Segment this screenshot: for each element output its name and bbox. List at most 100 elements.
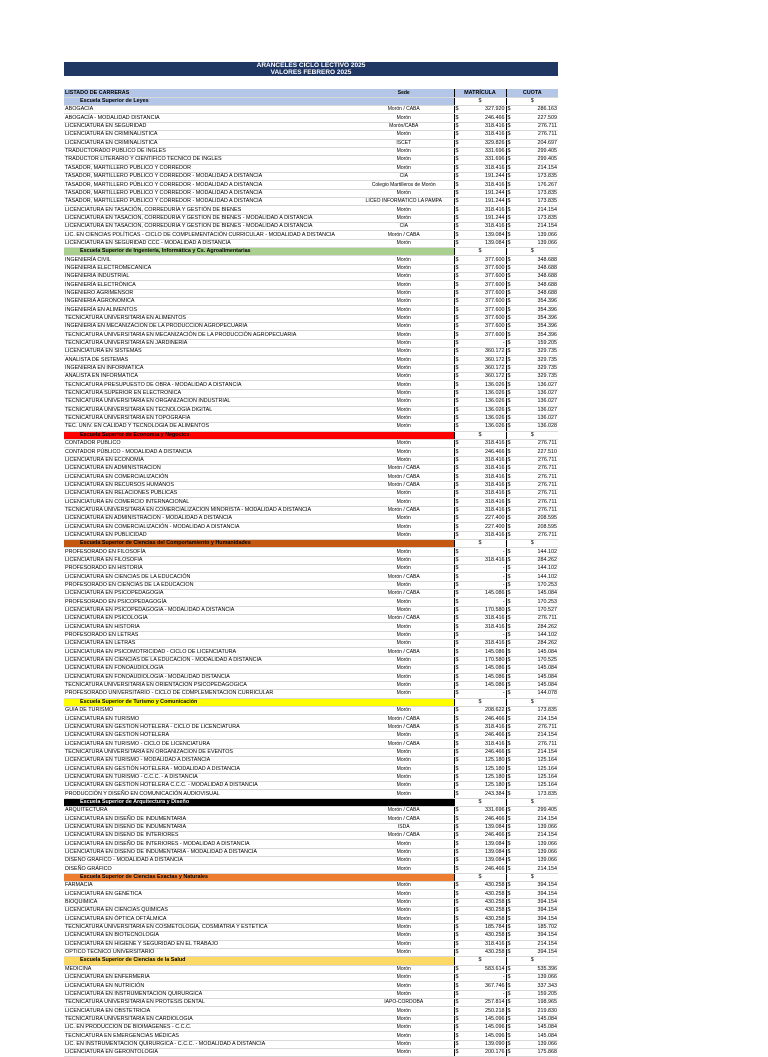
currency-symbol: $ xyxy=(455,657,459,664)
career-name: INGENIERO AGRIMENSOR xyxy=(64,289,354,299)
career-name: LICENCIATURA EN TURISMO - CICLO DE LICEN… xyxy=(64,739,354,749)
career-row: LICENCIATURA EN DISEÑO DE INDUMENTARIA Mo… xyxy=(64,814,558,824)
matricula-amount: $318.416 xyxy=(453,464,506,474)
section-cuota-cell: $ xyxy=(505,539,558,549)
cuota-amount-value: 159.205 xyxy=(537,990,558,997)
cuota-amount-content: $136.028 xyxy=(508,423,558,430)
school-section-title: Escuela Superior de Turismo y Comunicaci… xyxy=(64,698,454,707)
cuota-amount-value: 219.830 xyxy=(537,1007,558,1014)
career-row: LICENCIATURA EN LETRAS Morón $318.416 $284.… xyxy=(64,639,558,649)
matricula-amount-value: 145.096 xyxy=(485,1015,505,1022)
matricula-amount-content: $318.416 xyxy=(456,223,505,230)
matricula-amount-value: 329.826 xyxy=(485,139,505,146)
matricula-amount-content: $331.696 xyxy=(456,148,505,155)
currency-symbol: $ xyxy=(455,1024,459,1031)
career-sede: Morón / CABA xyxy=(354,614,454,624)
career-row: LIC. EN PRODUCCIÓN DE BIOIMÁGENES - C.C.… xyxy=(64,1023,558,1033)
career-row: LICENCIATURA EN TURISMO - C.C.C. - A DIS… xyxy=(64,773,558,783)
career-name: TASADOR, MARTILLERO PÚBLICO Y CORREDOR -… xyxy=(64,197,354,207)
matricula-amount-value: 360.172 xyxy=(485,348,505,355)
matricula-amount: $145.086 xyxy=(453,681,506,691)
career-sede: Morón xyxy=(354,447,454,457)
cuota-amount-content: $208.595 xyxy=(508,515,558,522)
cuota-amount-content: $276.711 xyxy=(508,131,558,138)
currency-symbol: $ xyxy=(507,790,511,797)
matricula-amount-content: $377.600 xyxy=(456,265,505,272)
currency-symbol: $ xyxy=(455,840,459,847)
cuota-amount-value: 276.711 xyxy=(537,723,557,730)
currency-symbol: $ xyxy=(455,865,459,872)
career-name: LICENCIATURA EN PSICOPEDAGOGÍA xyxy=(64,589,354,599)
currency-symbol: $ xyxy=(507,715,511,722)
currency-symbol: $ xyxy=(507,198,511,205)
currency-symbol: $ xyxy=(455,773,459,780)
table-body: Escuela Superior de Leyes $ $ ABOGACÍA Morón… xyxy=(64,97,558,1057)
matricula-amount-value: 430.258 xyxy=(485,882,505,889)
cuota-amount-value: 214.154 xyxy=(537,715,558,722)
cuota-amount-content: $276.711 xyxy=(508,615,558,622)
matricula-amount: $327.920 xyxy=(453,105,506,115)
matricula-amount-content: $318.416 xyxy=(456,615,505,622)
career-row: LICENCIATURA EN GENÉTICA Morón $430.258 $39… xyxy=(64,889,558,899)
matricula-amount-content: $ - xyxy=(456,632,505,639)
career-sede: Morón xyxy=(354,272,454,282)
career-row: FARMACIA Morón $430.258 $394.154 xyxy=(64,881,558,891)
currency-symbol: $ xyxy=(507,273,511,280)
cuota-amount: $136.027 xyxy=(505,397,558,407)
career-row: PROFESORADO EN LETRAS Morón $ - $144.102 xyxy=(64,631,558,641)
cuota-amount-value: 145.084 xyxy=(537,590,558,597)
career-sede: Morón / CABA xyxy=(354,831,454,841)
career-name: LICENCIATURA EN LETRAS xyxy=(64,639,354,649)
matricula-amount-value: - xyxy=(502,340,505,347)
matricula-amount-content: $139.084 xyxy=(456,857,505,864)
cuota-amount-content: $299.405 xyxy=(508,148,558,155)
cuota-amount-value: 144.102 xyxy=(537,548,558,555)
career-name: LICENCIATURA EN HISTORIA xyxy=(64,622,354,632)
career-sede: Morón xyxy=(354,965,454,974)
matricula-amount-value: 136.026 xyxy=(485,381,505,388)
cuota-amount: $219.830 xyxy=(505,1006,558,1016)
matricula-amount: $136.026 xyxy=(453,406,506,415)
currency-symbol: $ xyxy=(455,365,459,372)
matricula-amount-content: $377.600 xyxy=(456,257,505,264)
matricula-amount: $318.416 xyxy=(453,497,506,507)
matricula-amount-value: 430.258 xyxy=(485,949,505,956)
career-row: TECNICATURA EN EMERGENCIAS MÉDICAS Morón $… xyxy=(64,1031,558,1041)
matricula-amount: $377.600 xyxy=(453,264,506,274)
cuota-amount-content: $276.711 xyxy=(508,465,558,472)
matricula-amount-value: 360.172 xyxy=(485,373,505,380)
matricula-amount-content: $139.084 xyxy=(456,841,505,848)
tariff-sheet: ARANCELES CICLO LECTIVO 2025 VALORES FEB… xyxy=(64,62,558,1057)
matricula-amount: $ - xyxy=(453,581,506,591)
column-header-matricula: MATRÍCULA xyxy=(453,89,506,98)
cuota-amount: $394.154 xyxy=(505,906,558,916)
matricula-amount-value: 145.086 xyxy=(485,665,505,672)
career-sede: Morón / CABA xyxy=(354,105,454,115)
career-sede: Morón / CABA xyxy=(354,647,454,657)
matricula-amount-content: $327.920 xyxy=(456,106,505,113)
currency-symbol: $ xyxy=(507,673,511,680)
career-name: LICENCIATURA EN ADMINISTRACIÓN - MODALID… xyxy=(64,514,354,524)
matricula-amount-value: 318.416 xyxy=(485,506,505,513)
cuota-amount-value: 214.154 xyxy=(537,815,558,822)
currency-symbol: $ xyxy=(507,156,511,163)
career-row: ANALISTA DE SISTEMAS Morón $360.172 $329.73… xyxy=(64,355,558,365)
career-name: LICENCIATURA EN ADMINISTRACIÓN xyxy=(64,464,354,474)
matricula-amount-value: 185.784 xyxy=(485,924,505,931)
section-matricula-cell: $ xyxy=(453,539,506,549)
cuota-amount: $348.688 xyxy=(505,255,558,265)
matricula-amount: $136.026 xyxy=(453,389,506,399)
matricula-amount-content: $ - xyxy=(456,340,505,347)
currency-symbol: $ xyxy=(507,940,511,947)
cuota-amount-content: $208.595 xyxy=(508,524,558,531)
career-name: LICENCIATURA EN GESTIÓN HOTELERA C.C.C. … xyxy=(64,781,354,791)
cuota-amount-content: $284.262 xyxy=(508,557,558,564)
matricula-amount-value: 367.746 xyxy=(485,982,505,989)
career-row: LICENCIATURA EN ADMINISTRACIÓN - MODALID… xyxy=(64,514,558,524)
cuota-amount-content: $198.965 xyxy=(508,999,558,1006)
cuota-amount: $144.102 xyxy=(505,547,558,557)
career-name: TECNICATURA UNIVERSITARIA EN ORIENTACIÓN… xyxy=(64,681,354,691)
currency-symbol: $ xyxy=(507,456,511,463)
matricula-amount: $136.026 xyxy=(453,397,506,407)
currency-symbol: $ xyxy=(455,465,459,472)
